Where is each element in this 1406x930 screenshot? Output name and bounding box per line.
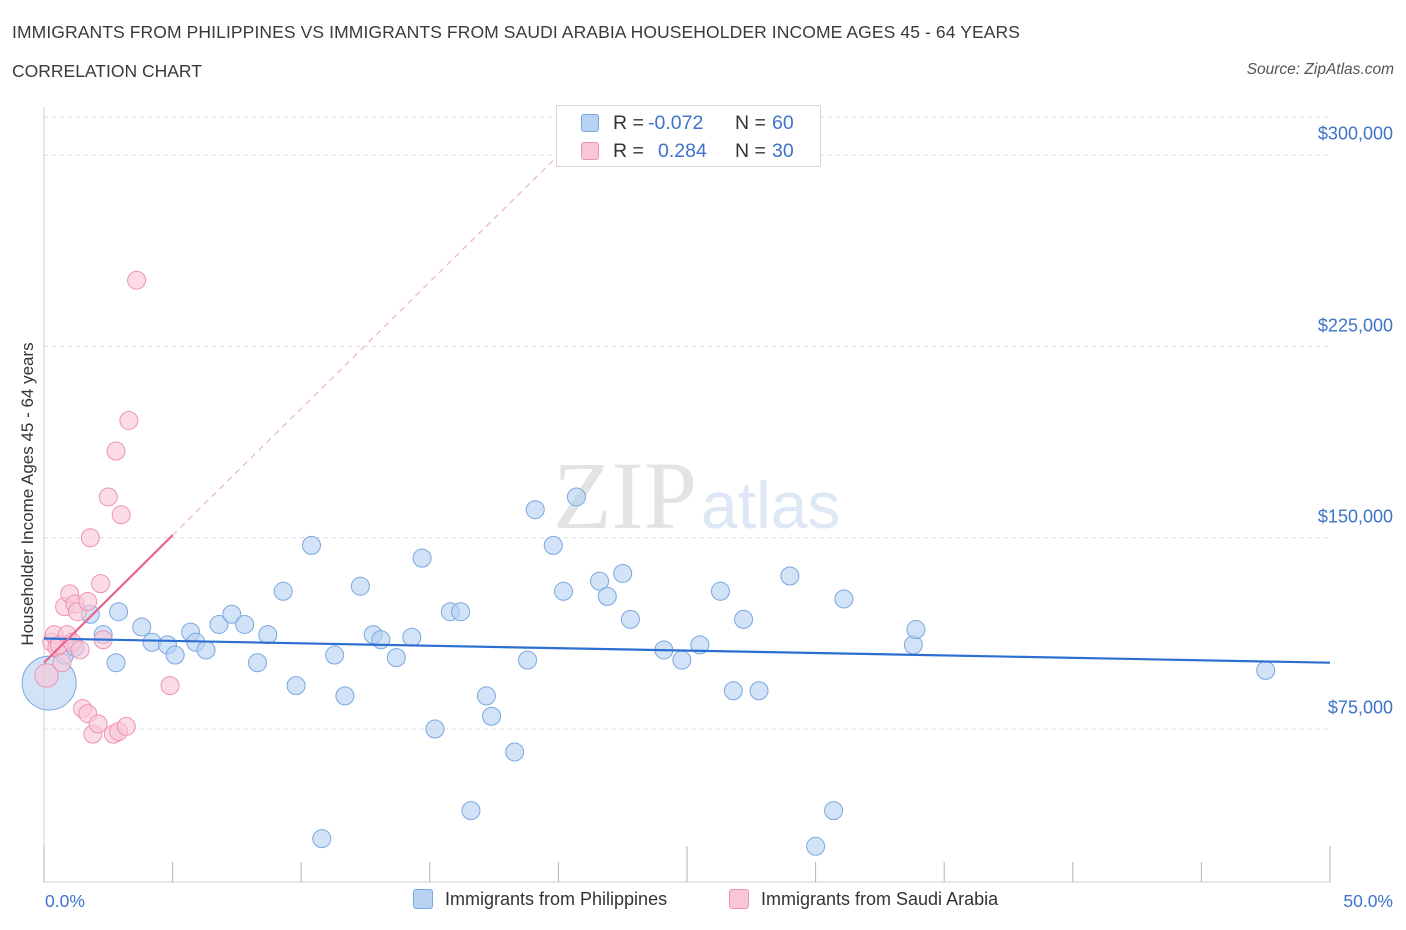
point-philippines-28 bbox=[386, 648, 406, 668]
point-philippines-46 bbox=[620, 609, 640, 629]
y-tick-label-150000: $150,000 bbox=[1317, 506, 1393, 527]
point-philippines-21 bbox=[301, 535, 321, 555]
point-saudi-arabia-23 bbox=[106, 441, 126, 461]
point-saudi-arabia-27 bbox=[119, 410, 139, 430]
watermark-atlas: atlas bbox=[701, 468, 841, 542]
saudi-arabia-legend-swatch bbox=[729, 889, 749, 909]
point-saudi-arabia-21 bbox=[98, 487, 118, 507]
point-saudi-arabia-28 bbox=[127, 270, 147, 290]
point-philippines-7 bbox=[132, 617, 152, 637]
point-philippines-49 bbox=[690, 635, 710, 655]
philippines-swatch bbox=[581, 114, 599, 132]
point-philippines-27 bbox=[371, 630, 391, 650]
chart-subtitle: CORRELATION CHART bbox=[12, 61, 202, 81]
point-philippines-43 bbox=[590, 571, 610, 591]
point-philippines-13 bbox=[196, 640, 216, 660]
point-saudi-arabia-0 bbox=[34, 663, 59, 688]
y-axis-label: Householder Income Ages 45 - 64 years bbox=[18, 342, 37, 646]
point-philippines-53 bbox=[749, 681, 769, 701]
trend-line-saudi-arabia bbox=[43, 534, 174, 664]
point-philippines-31 bbox=[425, 719, 445, 739]
point-philippines-48 bbox=[672, 650, 692, 670]
y-tick-label-75000: $75,000 bbox=[1327, 697, 1393, 718]
point-philippines-17 bbox=[247, 653, 267, 673]
x-tick-label-min: 0.0% bbox=[45, 891, 85, 911]
point-philippines-14 bbox=[209, 614, 229, 634]
point-philippines-39 bbox=[525, 500, 545, 520]
point-saudi-arabia-5 bbox=[52, 653, 72, 673]
point-saudi-arabia-19 bbox=[91, 574, 111, 594]
point-philippines-29 bbox=[402, 627, 422, 647]
point-philippines-10 bbox=[165, 645, 185, 665]
point-philippines-23 bbox=[325, 645, 345, 665]
saudi-arabia-swatch bbox=[581, 142, 599, 160]
point-philippines-36 bbox=[482, 706, 502, 726]
point-saudi-arabia-18 bbox=[88, 714, 108, 734]
point-saudi-arabia-26 bbox=[116, 716, 136, 736]
philippines-legend-swatch bbox=[413, 889, 433, 909]
n-label: N = bbox=[735, 140, 766, 162]
n-value: 60 bbox=[772, 112, 794, 134]
point-philippines-18 bbox=[258, 625, 278, 645]
point-philippines-55 bbox=[806, 836, 826, 856]
point-philippines-44 bbox=[597, 586, 617, 606]
trend-extension-saudi-arabia bbox=[172, 154, 559, 536]
point-philippines-25 bbox=[350, 576, 370, 596]
legend-item-saudi-arabia: Immigrants from Saudi Arabia bbox=[729, 889, 998, 910]
point-philippines-45 bbox=[613, 563, 633, 583]
point-philippines-52 bbox=[734, 609, 754, 629]
y-tick-label-300000: $300,000 bbox=[1317, 123, 1393, 144]
r-value: 0.284 bbox=[658, 140, 707, 162]
point-saudi-arabia-12 bbox=[70, 640, 90, 660]
legend-label: Immigrants from Saudi Arabia bbox=[761, 889, 999, 909]
point-philippines-22 bbox=[312, 829, 332, 849]
source-credit: Source: ZipAtlas.com bbox=[1246, 61, 1394, 78]
n-label: N = bbox=[735, 112, 766, 134]
x-tick-label-max: 50.0% bbox=[1343, 891, 1393, 911]
point-philippines-16 bbox=[235, 614, 255, 634]
point-saudi-arabia-29 bbox=[160, 676, 180, 696]
point-philippines-20 bbox=[286, 676, 306, 696]
legend-label: Immigrants from Philippines bbox=[445, 889, 668, 909]
point-philippines-41 bbox=[554, 581, 574, 601]
legend-item-philippines: Immigrants from Philippines bbox=[413, 889, 667, 910]
r-value: -0.072 bbox=[648, 112, 704, 134]
point-philippines-37 bbox=[505, 742, 525, 762]
stats-row-philippines: R = -0.072 N = 60 bbox=[557, 110, 820, 138]
point-philippines-30 bbox=[412, 548, 432, 568]
y-tick-label-225000: $225,000 bbox=[1317, 315, 1393, 336]
point-philippines-51 bbox=[723, 681, 743, 701]
point-philippines-33 bbox=[451, 602, 471, 622]
point-philippines-24 bbox=[335, 686, 355, 706]
point-philippines-6 bbox=[109, 602, 129, 622]
point-philippines-57 bbox=[834, 589, 854, 609]
point-philippines-59 bbox=[906, 620, 926, 640]
point-philippines-38 bbox=[518, 650, 538, 670]
point-saudi-arabia-25 bbox=[111, 505, 131, 525]
point-saudi-arabia-16 bbox=[80, 528, 100, 548]
r-label: R = bbox=[613, 140, 644, 162]
point-philippines-15 bbox=[222, 604, 242, 624]
point-philippines-54 bbox=[780, 566, 800, 586]
point-philippines-60 bbox=[1256, 660, 1276, 680]
trend-line-philippines bbox=[43, 637, 1331, 664]
r-label: R = bbox=[613, 112, 644, 134]
stats-legend: R = -0.072 N = 60 R = 0.284 N = 30 bbox=[556, 105, 821, 167]
point-philippines-19 bbox=[273, 581, 293, 601]
point-saudi-arabia-15 bbox=[78, 592, 98, 611]
point-philippines-42 bbox=[566, 487, 586, 507]
point-philippines-34 bbox=[461, 801, 481, 821]
point-philippines-50 bbox=[710, 581, 730, 601]
n-value: 30 bbox=[772, 140, 794, 162]
chart-title: IMMIGRANTS FROM PHILIPPINES VS IMMIGRANT… bbox=[12, 22, 1021, 42]
stats-row-saudi-arabia: R = 0.284 N = 30 bbox=[557, 138, 820, 166]
point-philippines-35 bbox=[476, 686, 496, 706]
point-philippines-56 bbox=[824, 801, 844, 821]
point-philippines-40 bbox=[543, 535, 563, 555]
point-philippines-5 bbox=[106, 653, 126, 673]
